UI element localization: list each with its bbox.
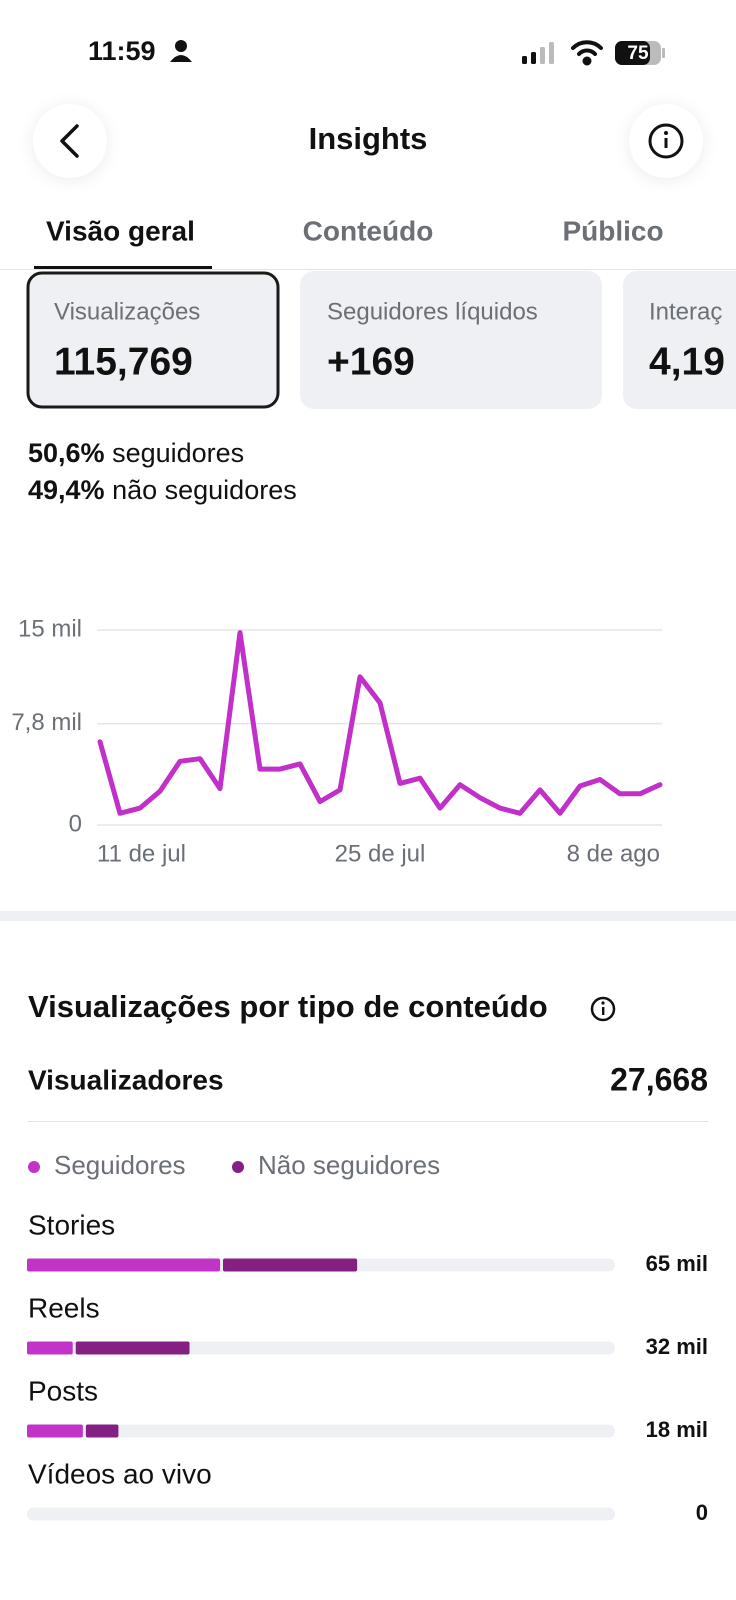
bar-track <box>27 1424 615 1438</box>
battery-icon: 75 <box>615 41 665 65</box>
audience-label: não seguidores <box>112 475 297 505</box>
bar-category-label: Stories <box>28 1209 115 1240</box>
x-tick-label: 11 de jul <box>97 840 186 867</box>
tab[interactable]: Público <box>562 215 663 246</box>
audience-percent: 49,4% <box>28 475 105 505</box>
legend-label: Seguidores <box>54 1150 186 1180</box>
metric-value: 115,769 <box>54 340 193 383</box>
bar-segment <box>223 1258 358 1272</box>
info-icon <box>648 123 684 159</box>
back-icon <box>60 124 79 158</box>
metric-card[interactable] <box>300 271 602 409</box>
bar-segment <box>27 1424 83 1438</box>
tab[interactable]: Visão geral <box>46 215 195 246</box>
divider <box>28 1121 708 1122</box>
header-title: Insights <box>309 121 428 156</box>
metric-value: +169 <box>327 340 415 383</box>
bar-category-label: Vídeos ao vivo <box>28 1458 212 1489</box>
tab-indicator <box>34 266 212 269</box>
audience-percent: 50,6% <box>28 438 105 468</box>
x-tick-label: 8 de ago <box>567 840 660 867</box>
legend-dot <box>28 1161 40 1173</box>
line-chart: 0 7,8 mil 15 mil 11 de jul 25 de jul 8 de ago <box>11 615 663 867</box>
bar-chart: Seguidores Não seguidores Stories 65 mil Ree… <box>27 1150 708 1525</box>
status-person-icon <box>170 40 192 62</box>
bar-total-label: 18 mil <box>646 1417 708 1442</box>
tab-divider <box>0 269 736 270</box>
bar-total-label: 65 mil <box>646 1251 708 1276</box>
legend-label: Não seguidores <box>258 1150 440 1180</box>
bar-category-label: Reels <box>28 1292 100 1323</box>
bar-segment <box>27 1341 73 1355</box>
metric-label: Seguidores líquidos <box>327 298 538 325</box>
viewers-label: Visualizadores <box>28 1064 224 1095</box>
back-button[interactable] <box>33 104 107 178</box>
metric-value: 4,19 <box>649 340 725 383</box>
status-time: 11:59 <box>88 36 156 66</box>
bar-segment <box>27 1258 221 1272</box>
audience-line: 50,6% seguidores <box>28 438 244 468</box>
viewers-value: 27,668 <box>610 1061 708 1097</box>
x-tick-label: 25 de jul <box>335 840 426 867</box>
wifi-icon <box>571 40 603 66</box>
bar-total-label: 32 mil <box>646 1334 708 1359</box>
tab[interactable]: Conteúdo <box>303 215 434 246</box>
legend-dot <box>232 1161 244 1173</box>
data-line <box>97 630 663 816</box>
bar-segment <box>85 1424 119 1438</box>
audience-label: seguidores <box>112 438 244 468</box>
metric-card[interactable] <box>26 271 280 409</box>
bar-track <box>27 1507 615 1521</box>
bar-total-label: 0 <box>696 1500 708 1525</box>
signal-icon <box>522 42 554 64</box>
section-title: Visualizações por tipo de conteúdo <box>28 989 548 1024</box>
audience-line: 49,4% não seguidores <box>28 475 297 505</box>
battery-level: 75 <box>627 43 649 64</box>
y-tick-label: 0 <box>69 810 82 837</box>
bar-category-label: Posts <box>28 1375 98 1406</box>
y-tick-label: 15 mil <box>18 615 82 642</box>
section-separator <box>0 911 736 921</box>
metric-label: Interaç <box>649 298 722 325</box>
info-icon[interactable] <box>590 996 616 1022</box>
bar-segment <box>75 1341 190 1355</box>
metric-card[interactable] <box>623 271 736 409</box>
y-tick-label: 7,8 mil <box>11 709 82 736</box>
metric-label: Visualizações <box>54 298 200 325</box>
